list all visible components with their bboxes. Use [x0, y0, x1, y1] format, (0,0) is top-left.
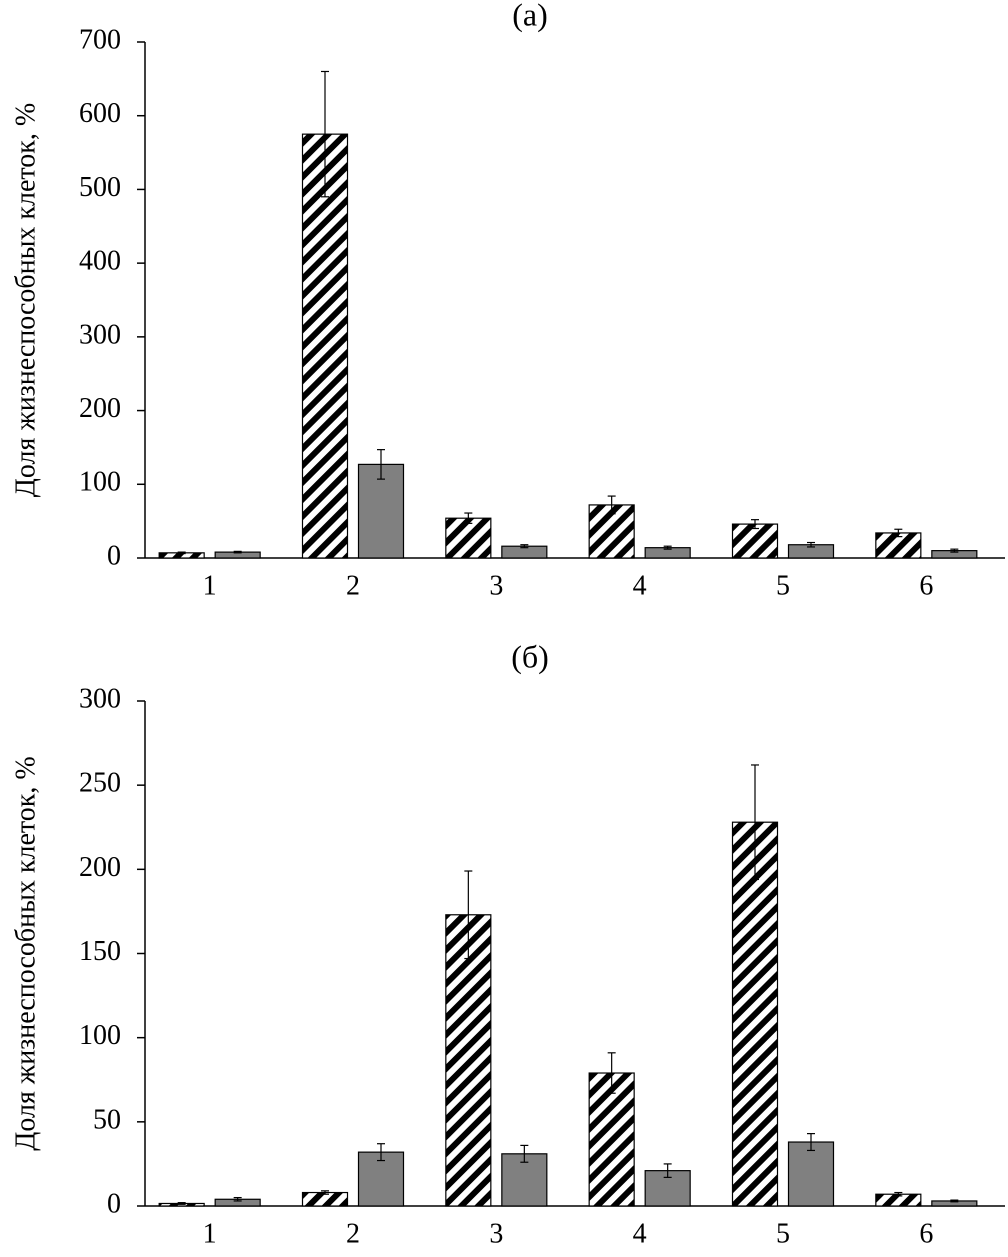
- y-tick-label: 250: [79, 768, 121, 799]
- y-tick-label: 50: [93, 1104, 121, 1135]
- error-bar: [663, 545, 672, 550]
- x-tick-label: 5: [776, 570, 790, 601]
- y-axis-label: Доля жизнеспособных клеток, %: [10, 756, 41, 1150]
- y-tick-label: 500: [79, 172, 121, 203]
- y-tick-label: 0: [107, 1188, 121, 1219]
- error-bar: [321, 1190, 329, 1195]
- error-bar: [520, 544, 529, 549]
- y-tick-label: 150: [79, 936, 121, 967]
- error-bar: [663, 1163, 672, 1178]
- error-bar: [751, 764, 759, 881]
- error-bar: [464, 870, 473, 960]
- bar: [445, 914, 492, 1207]
- y-axis-label: Доля жизнеспособных клеток, %: [10, 103, 41, 497]
- y-tick-label: 600: [79, 98, 121, 129]
- x-tick-label: 6: [919, 1218, 933, 1249]
- bar: [731, 523, 779, 559]
- error-bar: [607, 495, 616, 515]
- bar: [445, 517, 492, 559]
- x-tick-label: 1: [203, 1218, 217, 1249]
- error-bar: [377, 1143, 385, 1162]
- error-bar: [950, 548, 959, 553]
- chart-title: (а): [512, 0, 548, 32]
- y-tick-label: 100: [79, 467, 121, 498]
- error-bar: [894, 528, 903, 538]
- error-bar: [233, 1196, 242, 1202]
- error-bar: [950, 1199, 959, 1203]
- error-bar: [520, 1144, 529, 1163]
- y-tick-label: 300: [79, 319, 121, 350]
- x-tick-label: 3: [489, 1218, 503, 1249]
- y-tick-label: 100: [79, 1020, 121, 1051]
- y-tick-label: 200: [79, 852, 121, 883]
- x-tick-label: 2: [346, 570, 360, 601]
- error-bar: [807, 541, 815, 548]
- bar: [588, 504, 635, 559]
- bar: [588, 1072, 635, 1207]
- x-tick-label: 6: [919, 570, 933, 601]
- y-tick-label: 0: [107, 540, 121, 571]
- bar: [731, 821, 779, 1207]
- x-tick-label: 4: [633, 1218, 647, 1249]
- bar: [301, 133, 349, 559]
- bar: [787, 1141, 835, 1207]
- error-bar: [233, 550, 242, 554]
- error-bar: [751, 519, 759, 530]
- error-bar: [894, 1191, 903, 1197]
- error-bar: [321, 70, 329, 198]
- y-tick-label: 200: [79, 393, 121, 424]
- error-bar: [177, 1202, 186, 1205]
- y-tick-label: 700: [79, 24, 121, 55]
- chart-title: (б): [511, 638, 549, 674]
- x-tick-label: 1: [203, 570, 217, 601]
- y-tick-label: 300: [79, 683, 121, 714]
- x-tick-label: 3: [489, 570, 503, 601]
- x-tick-label: 5: [776, 1218, 790, 1249]
- error-bar: [807, 1133, 815, 1152]
- error-bar: [464, 512, 473, 524]
- y-tick-label: 400: [79, 246, 121, 277]
- error-bar: [177, 551, 186, 555]
- x-tick-label: 4: [633, 570, 647, 601]
- error-bar: [377, 449, 385, 480]
- error-bar: [607, 1052, 616, 1094]
- x-tick-label: 2: [346, 1218, 360, 1249]
